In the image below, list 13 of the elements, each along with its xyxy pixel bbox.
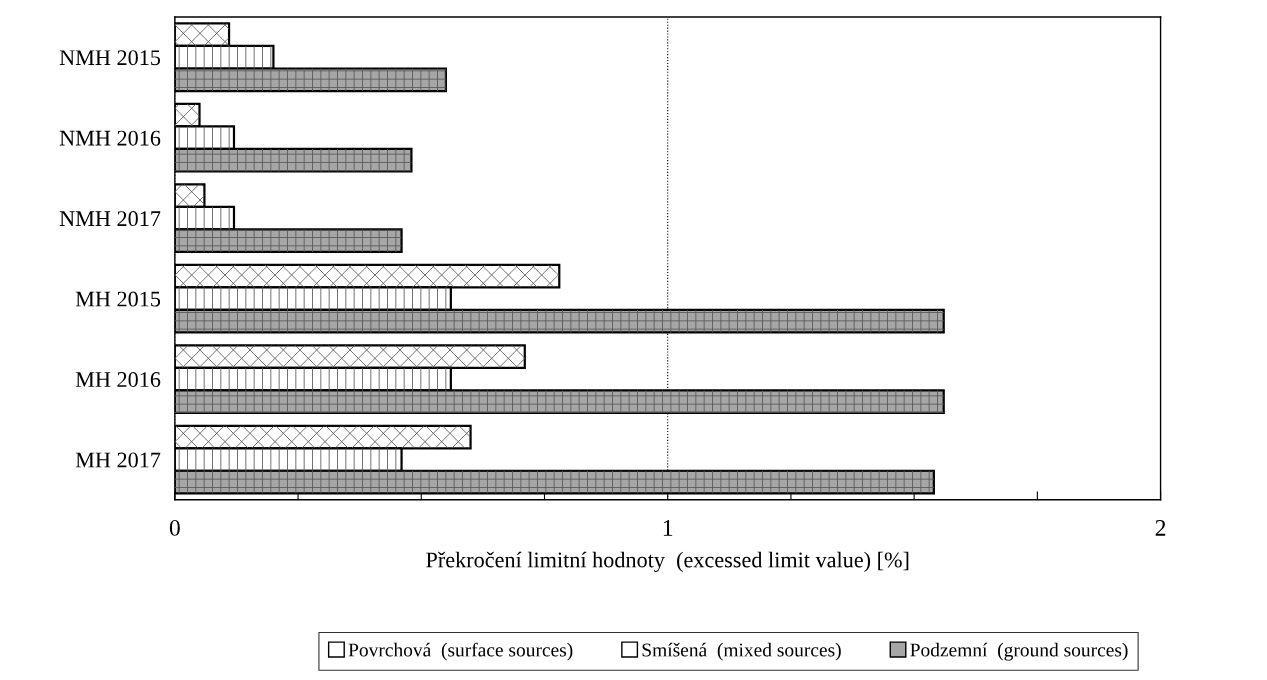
x-tick-label: 0 bbox=[169, 519, 180, 536]
y-tick-label: NMH 2017 bbox=[59, 211, 161, 227]
x-tick-label: 2 bbox=[1155, 519, 1166, 536]
y-tick-label: MH 2015 bbox=[75, 291, 161, 307]
y-tick-label: NMH 2015 bbox=[59, 50, 161, 66]
legend-label: Smíšená (mixed sources) bbox=[642, 642, 841, 661]
legend-label: Podzemní (ground sources) bbox=[910, 642, 1128, 661]
x-tick-label: 1 bbox=[663, 520, 673, 536]
legend-label: Povrchová (surface sources) bbox=[348, 642, 573, 661]
y-tick-label: MH 2016 bbox=[75, 372, 161, 388]
y-tick-label: NMH 2016 bbox=[59, 130, 161, 146]
y-tick-label: MH 2017 bbox=[75, 452, 161, 468]
x-axis-title: Překročení limitní hodnoty (excessed limit value) [%] bbox=[426, 551, 909, 573]
